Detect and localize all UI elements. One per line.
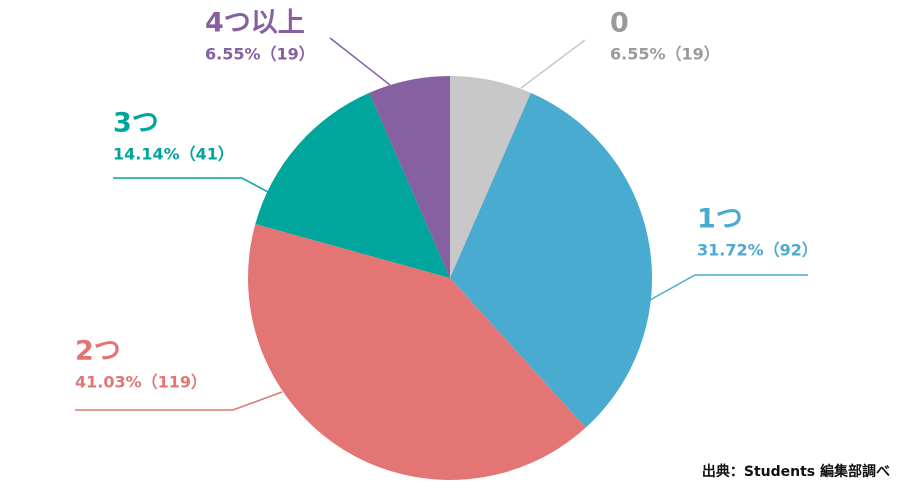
- slice-label: 3つ: [113, 108, 159, 139]
- slice-label: 2つ: [75, 336, 121, 367]
- value-label: 6.55%（19）: [610, 45, 720, 64]
- leader-line: [329, 37, 391, 86]
- leader-line: [113, 177, 269, 193]
- source-note: 出典：Students 編集部調べ: [702, 463, 890, 480]
- value-label: 41.03%（119）: [75, 373, 207, 392]
- leader-line: [520, 39, 586, 89]
- slice-label: 1つ: [697, 204, 743, 235]
- pie-slice: [248, 223, 586, 480]
- leader-line: [649, 274, 808, 301]
- pie-slice: [450, 76, 531, 278]
- value-label: 31.72%（92）: [697, 241, 818, 260]
- pie-slice: [450, 92, 652, 428]
- slice-label: 4つ以上: [205, 8, 305, 39]
- value-label: 6.55%（19）: [205, 45, 315, 64]
- leader-line: [75, 391, 283, 411]
- pie-slice: [255, 92, 450, 278]
- pie-slice: [369, 76, 450, 278]
- slice-label: 0: [610, 8, 629, 39]
- value-label: 14.14%（41）: [113, 145, 234, 164]
